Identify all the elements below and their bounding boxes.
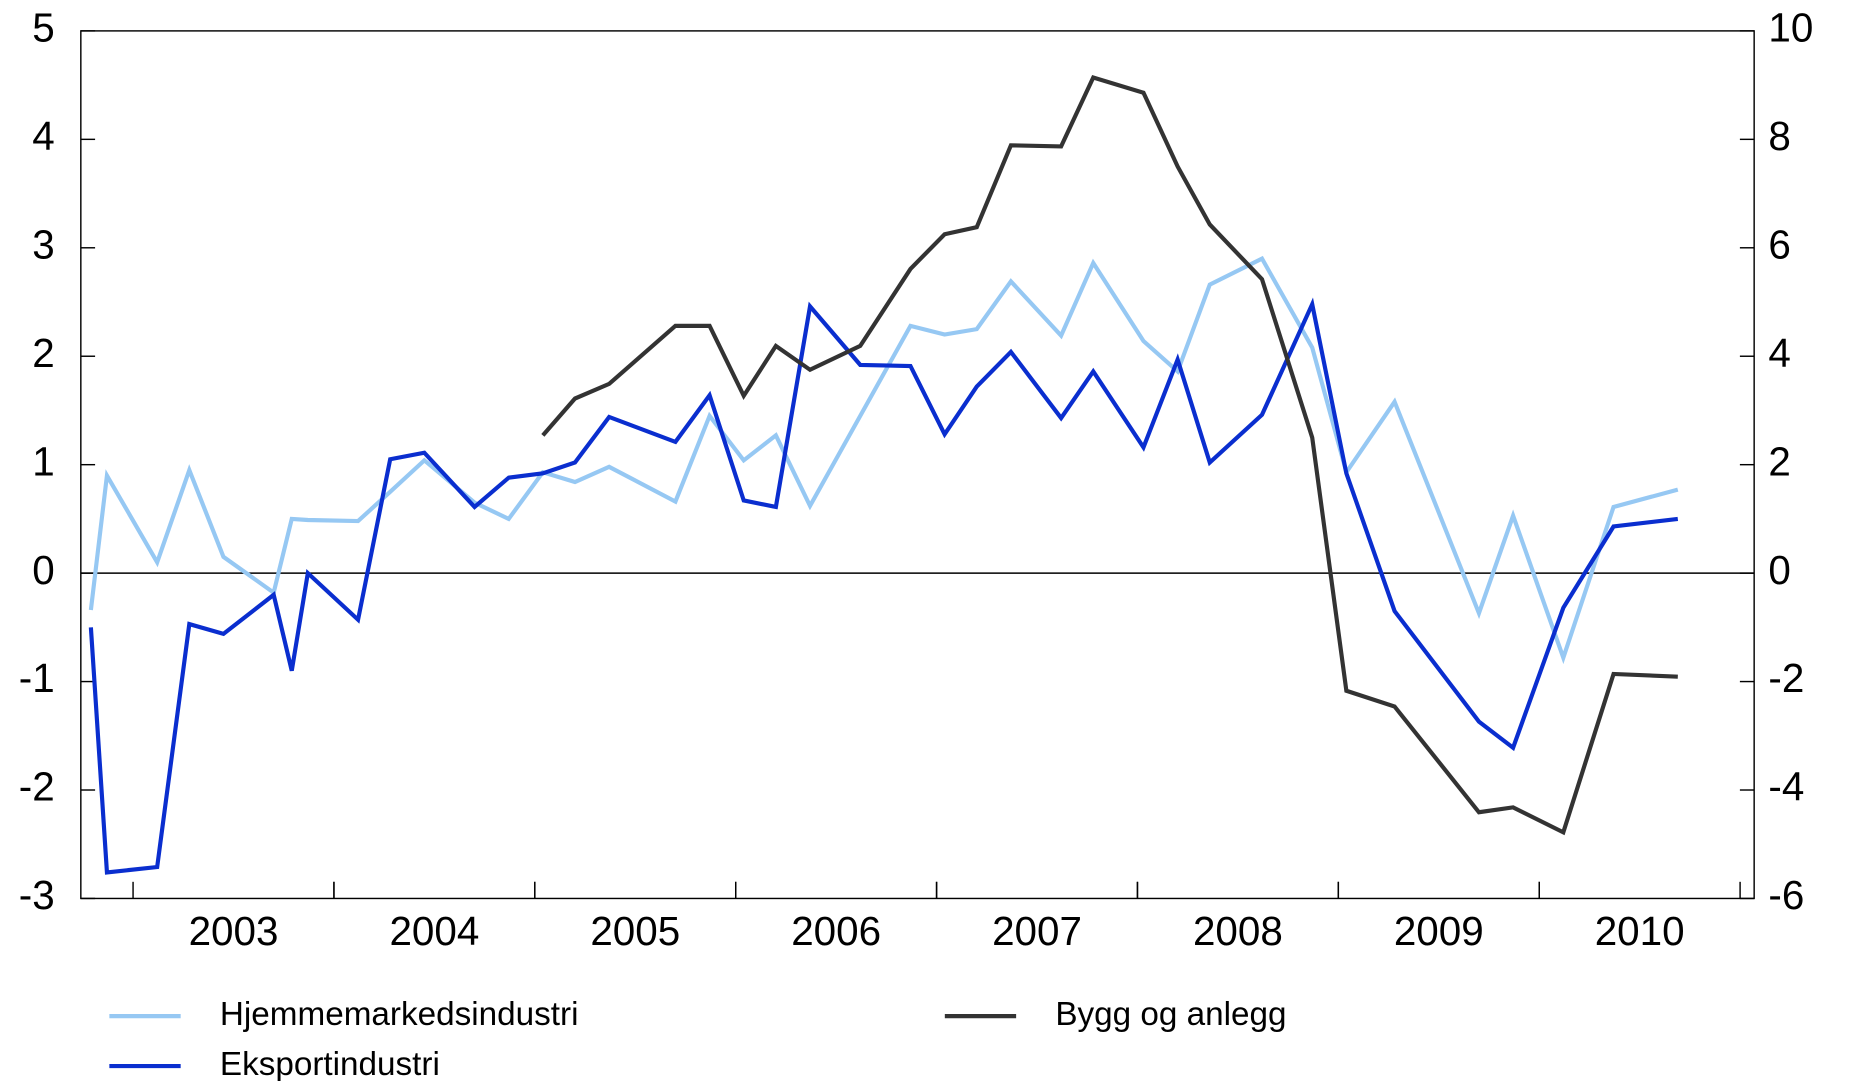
x-tick-label: 2006 [791, 908, 881, 954]
y2-tick-label: 4 [1768, 330, 1790, 376]
series-line [88, 255, 1679, 665]
y2-tick-label: 6 [1768, 221, 1790, 267]
y-tick-label: -1 [19, 655, 55, 701]
y2-tick-label: 10 [1768, 5, 1813, 51]
plot-frame [80, 30, 1755, 900]
y-tick-label: 0 [32, 547, 54, 593]
y2-tick-label: 2 [1768, 438, 1790, 484]
y2-tick-label: -2 [1768, 655, 1804, 701]
y2-tick-label: 0 [1768, 547, 1790, 593]
y-tick-label: 1 [32, 438, 54, 484]
x-tick-label: 2008 [1193, 908, 1283, 954]
y2-tick-label: 8 [1768, 113, 1790, 159]
legend-label: Eksportindustri [220, 1046, 440, 1081]
x-tick-label: 2009 [1394, 908, 1484, 954]
x-tick-label: 2005 [590, 908, 680, 954]
y-tick-label: 3 [32, 221, 54, 267]
x-tick-label: 2007 [992, 908, 1082, 954]
legend-label: Bygg og anlegg [1055, 996, 1286, 1033]
legend-label: Hjemmemarkedsindustri [220, 996, 579, 1033]
x-tick-label: 2010 [1595, 908, 1685, 954]
y-tick-label: -2 [19, 764, 55, 810]
series-line [88, 297, 1679, 875]
y2-tick-label: -4 [1768, 764, 1804, 810]
x-tick-label: 2003 [189, 908, 279, 954]
y-tick-label: 5 [32, 5, 54, 51]
series-line [541, 75, 1678, 836]
x-tick-label: 2004 [389, 908, 479, 954]
y-tick-label: 4 [32, 113, 54, 159]
y-tick-label: -3 [19, 872, 55, 918]
y2-tick-label: -6 [1768, 872, 1804, 918]
y-tick-label: 2 [32, 330, 54, 376]
